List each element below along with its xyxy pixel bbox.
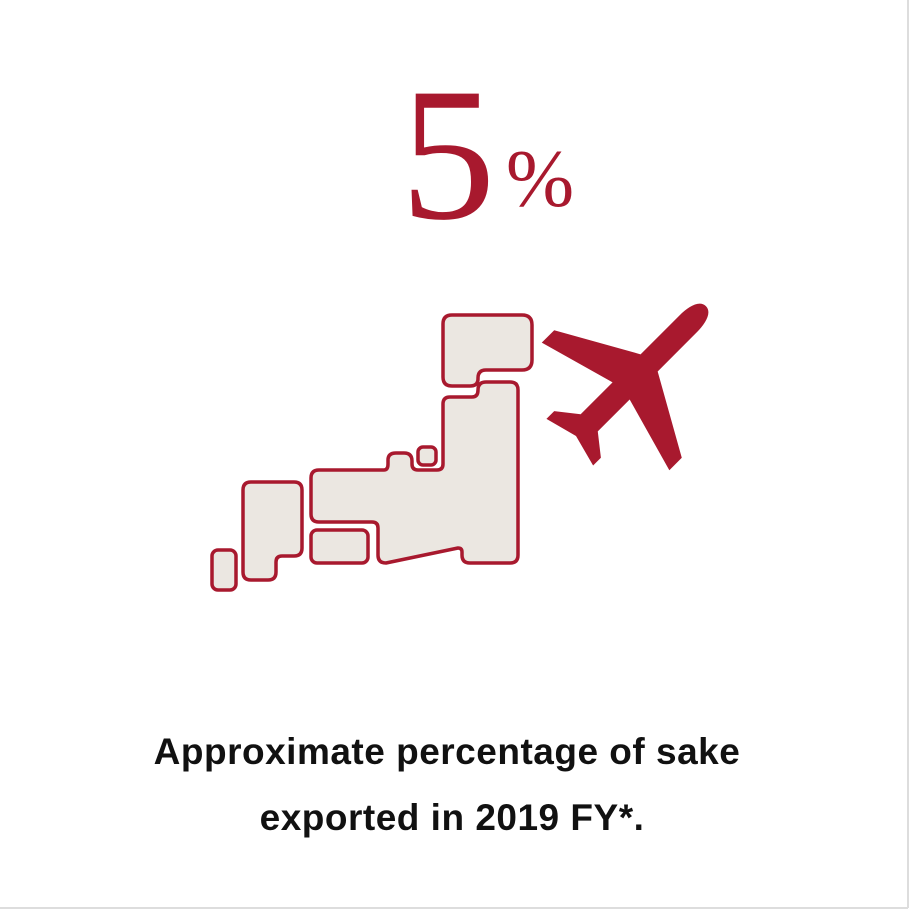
stat-value: 5 bbox=[401, 50, 496, 260]
caption-line: Approximate percentage of sake bbox=[154, 731, 741, 772]
kyushu bbox=[241, 480, 304, 582]
okinawa bbox=[210, 548, 238, 592]
hokkaido bbox=[441, 313, 534, 388]
shikoku bbox=[309, 528, 370, 565]
stat-unit: % bbox=[506, 133, 574, 224]
airplane-icon bbox=[541, 303, 709, 471]
island bbox=[416, 445, 438, 467]
honshu bbox=[309, 380, 520, 565]
japan-map bbox=[210, 313, 534, 592]
caption-line: exported in 2019 FY*. bbox=[260, 797, 645, 838]
